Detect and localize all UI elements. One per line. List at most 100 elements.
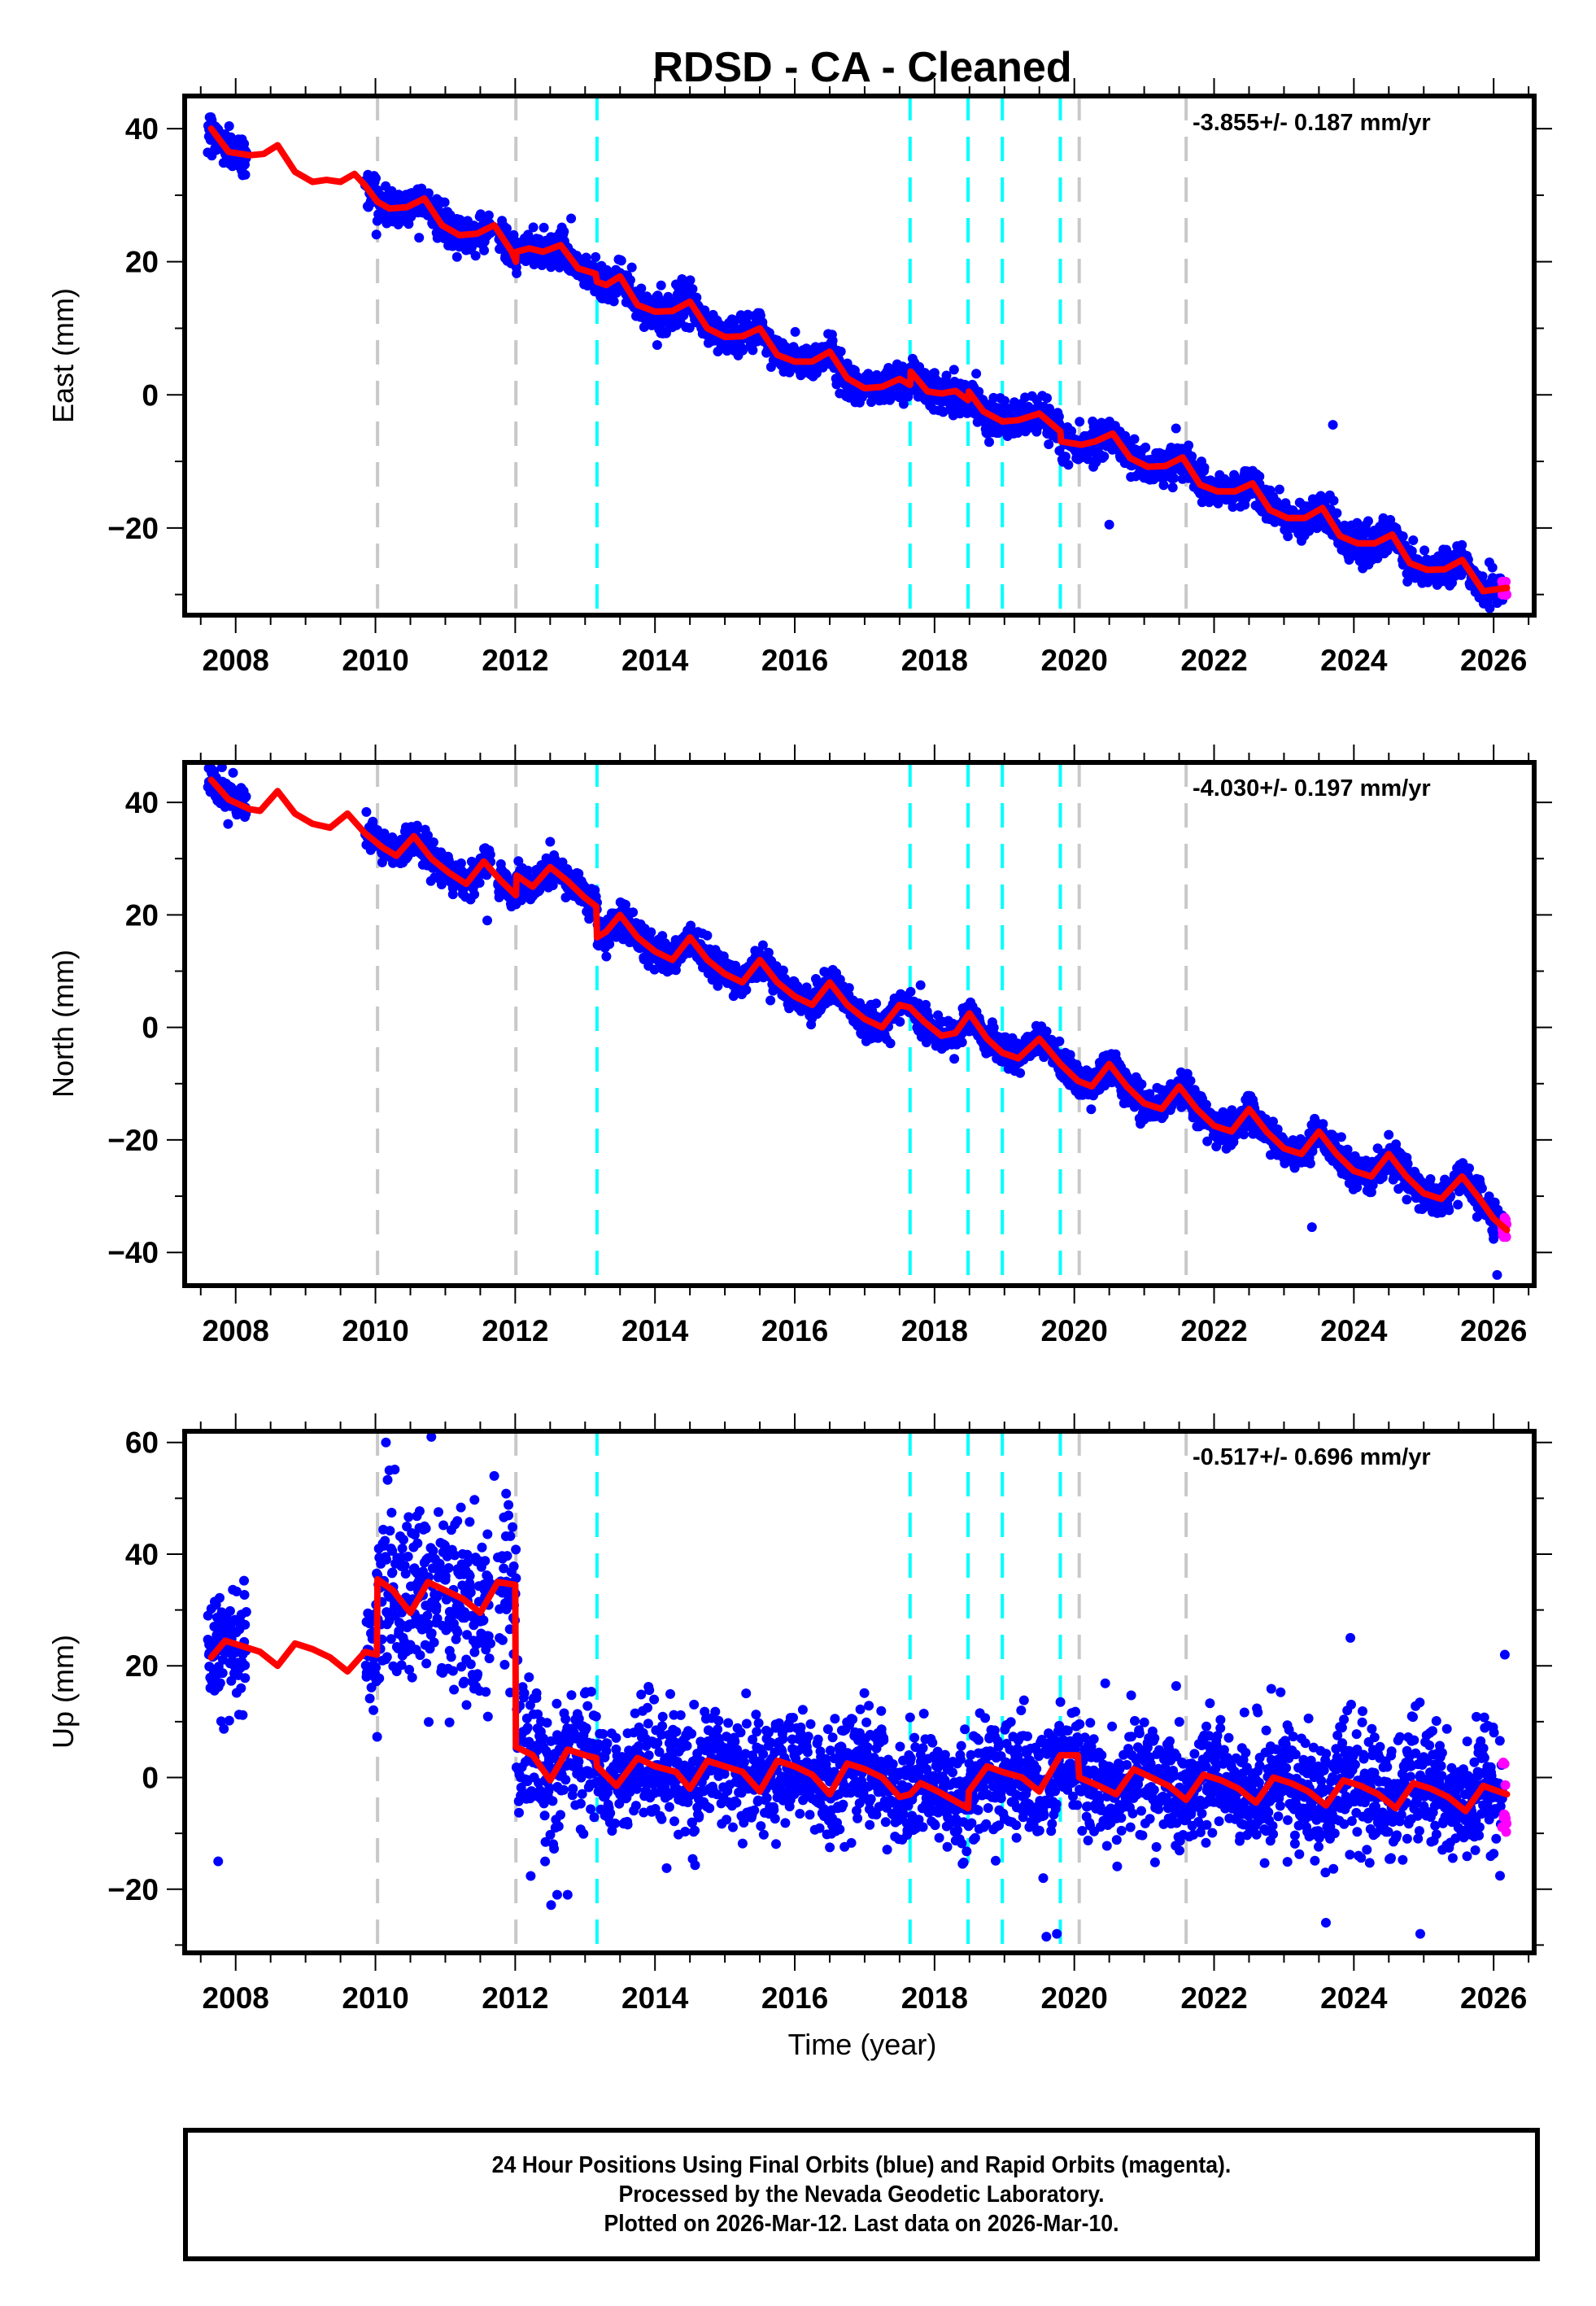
east-final-orbit-points [203, 112, 1508, 614]
rapid-data-point [1502, 589, 1512, 600]
data-point [1053, 412, 1064, 421]
data-point [581, 252, 591, 263]
data-point [361, 806, 372, 817]
data-point [371, 173, 381, 184]
data-point [469, 889, 480, 900]
data-point [1060, 452, 1071, 462]
data-point [439, 197, 450, 207]
data-point [1254, 471, 1265, 482]
data-point [835, 347, 846, 356]
data-point [1332, 508, 1342, 518]
data-point [508, 229, 519, 240]
data-point [423, 830, 433, 841]
x-tick-label: 2010 [342, 644, 408, 677]
data-point [451, 251, 462, 262]
data-point [757, 940, 768, 950]
data-point [778, 965, 788, 976]
data-point [412, 820, 422, 831]
data-point [423, 188, 434, 199]
data-point [371, 229, 382, 240]
data-point [626, 262, 637, 273]
east-y-axis-title: East (mm) [46, 288, 80, 423]
data-point [616, 255, 626, 266]
data-point [1228, 502, 1238, 512]
north-final-orbit-points [203, 762, 1507, 1280]
data-point [591, 251, 601, 262]
data-point [1075, 417, 1085, 427]
data-point [1171, 423, 1181, 434]
data-point [601, 951, 612, 962]
data-point [871, 998, 882, 1009]
north-y-axis-title: North (mm) [46, 950, 80, 1098]
data-point [559, 226, 569, 237]
data-point [984, 437, 994, 448]
data-point [223, 819, 233, 829]
data-point [1398, 531, 1408, 542]
data-point [604, 939, 615, 950]
data-point [1487, 562, 1498, 573]
outlier-point [1104, 519, 1114, 530]
data-point [938, 406, 948, 417]
data-point [1419, 545, 1430, 556]
data-point [470, 251, 481, 261]
data-point [474, 878, 485, 888]
data-point [414, 233, 425, 243]
data-point [684, 322, 695, 333]
data-point [1406, 546, 1417, 557]
east-model-line [207, 125, 1511, 595]
y-tick-label: 40 [125, 112, 159, 146]
x-tick-label: 2020 [1041, 644, 1108, 677]
data-point [501, 223, 512, 234]
rapid-data-point [1501, 576, 1511, 587]
data-point [368, 816, 378, 827]
data-point [827, 335, 838, 346]
data-point [1485, 603, 1495, 614]
data-point [1129, 434, 1140, 444]
data-point [1213, 498, 1223, 509]
data-point [387, 832, 398, 842]
data-point [1063, 460, 1074, 470]
data-point [885, 1038, 896, 1049]
outlier-point [1328, 420, 1338, 430]
data-point [639, 322, 649, 332]
data-point [1304, 526, 1315, 536]
data-point [479, 245, 490, 255]
data-point [763, 947, 774, 958]
data-point [652, 340, 662, 350]
data-point [539, 222, 549, 233]
data-point [949, 1054, 960, 1064]
data-point [447, 889, 458, 900]
east-data-layer [203, 96, 1512, 615]
data-point [790, 326, 800, 337]
outlier-point [238, 170, 248, 181]
x-tick-label: 2016 [761, 644, 828, 677]
x-tick-label: 2018 [901, 644, 968, 677]
data-point [534, 884, 545, 895]
data-point [765, 995, 776, 1006]
data-point [1169, 473, 1180, 483]
x-tick-label: 2022 [1180, 644, 1247, 677]
data-point [1158, 480, 1169, 491]
data-point [685, 275, 696, 286]
data-point [738, 345, 748, 356]
data-point [957, 1037, 967, 1047]
data-point [691, 292, 702, 303]
data-point [512, 268, 522, 278]
data-point [224, 121, 234, 131]
y-tick-label: −20 [107, 512, 159, 545]
y-tick-label: 20 [125, 246, 159, 279]
data-point [1184, 440, 1194, 451]
data-point [702, 930, 713, 941]
x-tick-label: 2014 [621, 644, 689, 677]
data-point [898, 399, 909, 409]
data-point [678, 310, 689, 321]
data-point [1044, 439, 1054, 449]
data-point [1408, 535, 1419, 545]
data-point [741, 985, 752, 995]
data-point [1477, 571, 1488, 582]
data-point [844, 983, 854, 994]
data-point [897, 361, 908, 372]
data-point [1167, 483, 1178, 493]
